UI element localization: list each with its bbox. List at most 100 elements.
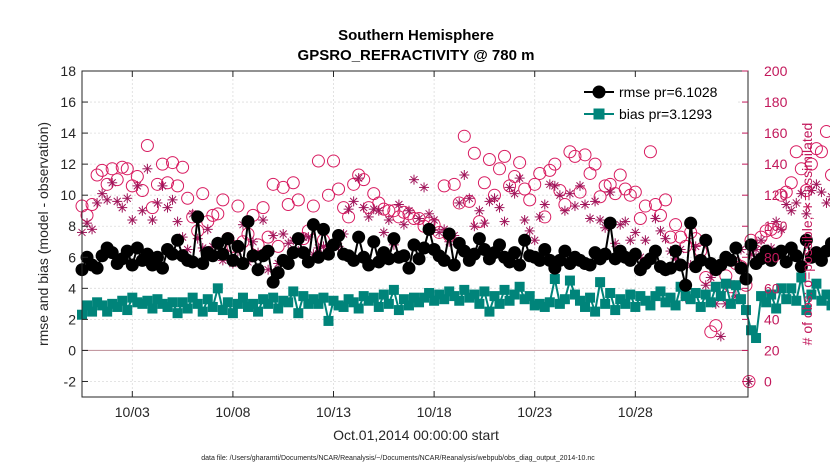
rmse-marker <box>125 258 139 272</box>
y-tick-label: 14 <box>60 125 76 141</box>
rmse-marker <box>664 261 678 275</box>
obs-possible-circle <box>155 157 169 171</box>
bias-marker <box>278 295 289 306</box>
rmse-marker <box>794 260 808 274</box>
star-stroke <box>354 174 363 182</box>
bias-marker <box>172 308 183 319</box>
y2-tick-label: 40 <box>764 311 780 327</box>
bias-marker <box>439 294 450 305</box>
obs-assimilated-star <box>378 227 389 238</box>
star-stroke <box>420 183 428 192</box>
bias-marker <box>580 301 591 312</box>
bias-marker <box>258 294 269 305</box>
bias-marker <box>449 291 460 302</box>
obs-assimilated-star <box>786 205 797 216</box>
obs-assimilated-star <box>202 224 213 235</box>
bias-marker <box>419 292 430 303</box>
obs-possible-circle <box>563 145 577 159</box>
star-stroke <box>465 194 474 203</box>
obs-assimilated-star <box>398 219 409 230</box>
rmse-marker <box>598 247 612 261</box>
bias-marker <box>333 300 344 311</box>
y-tick-label: 0 <box>68 342 76 358</box>
obs-assimilated-star <box>127 215 138 226</box>
obs-possible-circle <box>216 193 230 207</box>
star-stroke <box>430 216 438 224</box>
x-tick-label: 10/18 <box>417 404 452 420</box>
extra-star-stroke <box>745 377 753 385</box>
obs-possible-circle <box>548 157 562 171</box>
bias-marker <box>102 306 113 317</box>
star-stroke <box>133 182 142 190</box>
obs-assimilated-star <box>781 199 792 210</box>
obs-possible-circle <box>161 176 175 190</box>
bias-series <box>77 272 830 344</box>
y-tick-label: 10 <box>60 187 76 203</box>
obs-assimilated-star <box>524 225 535 236</box>
bias-marker <box>821 289 830 300</box>
bias-marker <box>519 294 530 305</box>
obs-assimilated-star <box>640 235 651 246</box>
bias-marker <box>816 295 827 306</box>
bias-marker <box>293 308 304 319</box>
star-stroke <box>435 228 443 237</box>
bias-marker <box>720 278 731 289</box>
obs-assimilated-star <box>464 193 475 204</box>
obs-possible-circle <box>140 139 154 153</box>
obs-possible-circle <box>613 168 627 182</box>
obs-assimilated-star <box>715 331 726 342</box>
bias-marker <box>393 305 404 316</box>
obs-extra-marker <box>742 374 756 388</box>
rmse-marker <box>744 238 758 252</box>
obs-possible-circle <box>90 168 104 182</box>
star-stroke <box>113 197 122 206</box>
star-stroke <box>138 206 147 215</box>
rmse-marker <box>301 255 315 269</box>
bias-marker <box>544 297 555 308</box>
obs-assimilated-star <box>117 202 128 213</box>
bias-marker <box>398 294 409 305</box>
bias-marker <box>283 297 294 308</box>
obs-possible-circle <box>804 157 818 171</box>
star-stroke <box>757 236 765 245</box>
star-stroke <box>490 194 499 203</box>
obs-assimilated-star <box>630 227 641 238</box>
bias-marker <box>147 303 158 314</box>
star-stroke <box>415 214 423 223</box>
rmse-marker <box>291 232 305 246</box>
obs-assimilated-star <box>459 170 470 181</box>
footer-data-file: data file: /Users/gharamti/Documents/NCA… <box>201 455 595 462</box>
obs-assimilated-star <box>655 225 666 236</box>
star-stroke <box>792 199 801 207</box>
rmse-marker <box>281 256 295 270</box>
obs-assimilated-star <box>625 235 636 246</box>
obs-assimilated-star <box>147 215 158 226</box>
legend-box <box>580 77 738 125</box>
star-stroke <box>148 216 157 224</box>
obs-assimilated-star <box>811 179 822 190</box>
obs-assimilated-star <box>564 188 575 199</box>
rmse-marker <box>603 216 617 230</box>
bias-marker <box>635 291 646 302</box>
legend-bias-label: bias pr=3.1293 <box>619 106 712 122</box>
bias-marker <box>268 292 279 303</box>
bias-marker <box>303 298 314 309</box>
bias-marker <box>771 303 782 314</box>
star-stroke <box>495 203 504 212</box>
bias-marker <box>288 286 299 297</box>
obs-assimilated-star <box>167 194 178 205</box>
star-stroke <box>455 199 464 207</box>
star-stroke <box>621 217 630 226</box>
obs-assimilated-star <box>539 199 550 210</box>
bias-marker <box>590 306 601 317</box>
bias-marker <box>564 275 575 286</box>
star-stroke <box>626 236 635 245</box>
star-stroke <box>168 195 177 204</box>
obs-assimilated-star <box>756 235 767 246</box>
obs-assimilated-star <box>554 190 565 201</box>
bias-marker <box>700 289 711 300</box>
bias-marker <box>217 305 228 316</box>
star-stroke <box>108 178 117 187</box>
star-stroke <box>661 234 670 243</box>
star-stroke <box>279 230 288 238</box>
